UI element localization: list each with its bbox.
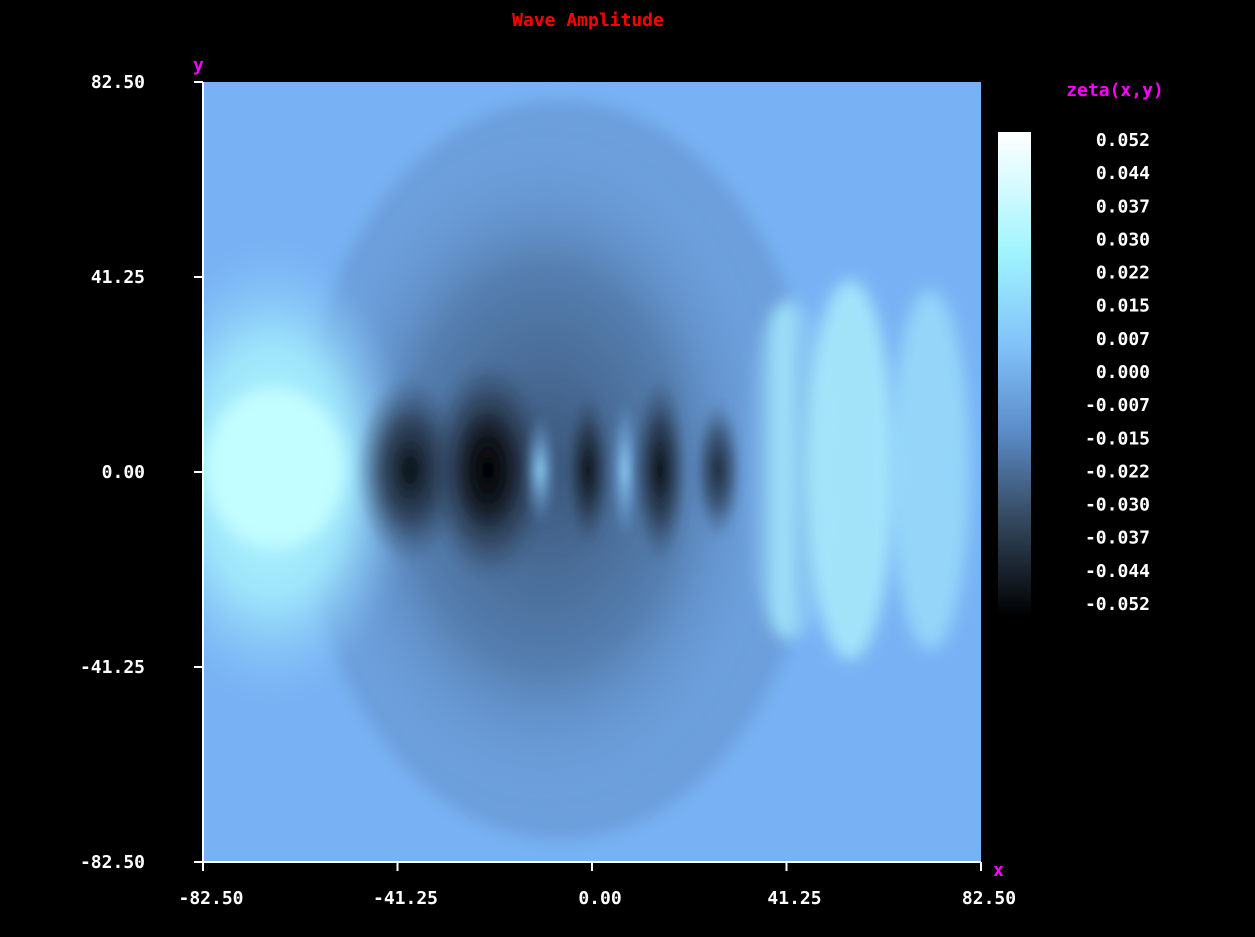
colorbar xyxy=(998,132,1031,616)
y-axis-ticks: 82.50 41.25 0.00 -41.25 -82.50 xyxy=(80,72,203,873)
y-tick-label: 82.50 xyxy=(91,72,145,93)
x-tick-label: 41.25 xyxy=(767,888,821,909)
heatmap-core xyxy=(428,360,548,580)
heatmap-light-ridge-2 xyxy=(611,400,639,540)
heatmap-right-lobe-2 xyxy=(805,280,895,660)
colorbar-tick-label: 0.022 xyxy=(1096,263,1150,284)
colorbar-tick-label: -0.030 xyxy=(1085,495,1150,516)
colorbar-tick-label: -0.037 xyxy=(1085,528,1150,549)
heatmap-dark-blob-3 xyxy=(632,375,688,565)
colorbar-tick-label: 0.007 xyxy=(1096,329,1150,350)
y-axis-label: y xyxy=(193,55,204,76)
x-tick-label: 0.00 xyxy=(578,888,621,909)
colorbar-tick-label: 0.000 xyxy=(1096,362,1150,383)
colorbar-tick-label: -0.022 xyxy=(1085,461,1150,482)
x-tick-label: 82.50 xyxy=(962,888,1016,909)
colorbar-tick-label: -0.007 xyxy=(1085,395,1150,416)
colorbar-tick-label: 0.037 xyxy=(1096,196,1150,217)
y-tick-label: 41.25 xyxy=(91,267,145,288)
colorbar-tick-label: 0.044 xyxy=(1096,163,1150,184)
heatmap-left-core xyxy=(205,388,345,548)
y-tick-label: -82.50 xyxy=(80,852,145,873)
colorbar-tick-label: 0.052 xyxy=(1096,130,1150,151)
heatmap-dark-blob-2 xyxy=(564,390,612,550)
heatmap-dark-blob-4 xyxy=(694,400,742,540)
colorbar-tick-label: 0.030 xyxy=(1096,229,1150,250)
chart-title: Wave Amplitude xyxy=(512,10,664,31)
colorbar-label: zeta(x,y) xyxy=(1066,80,1164,101)
heatmap-field xyxy=(203,82,981,862)
y-tick-label: 0.00 xyxy=(102,462,145,483)
x-tick-label: -82.50 xyxy=(178,888,243,909)
colorbar-ticks: 0.052 0.044 0.037 0.030 0.022 0.015 0.007 0.000… xyxy=(1085,130,1150,615)
colorbar-tick-label: -0.044 xyxy=(1085,561,1150,582)
heatmap-light-ridge-1 xyxy=(524,415,556,525)
colorbar-tick-label: -0.015 xyxy=(1085,428,1150,449)
colorbar-tick-label: 0.015 xyxy=(1096,296,1150,317)
heatmap-right-lobe-3 xyxy=(890,290,970,650)
x-tick-label: -41.25 xyxy=(373,888,438,909)
x-axis-label: x xyxy=(993,860,1004,881)
colorbar-tick-label: -0.052 xyxy=(1085,594,1150,615)
x-axis-ticks: -82.50 -41.25 0.00 41.25 82.50 xyxy=(178,862,1016,909)
y-tick-label: -41.25 xyxy=(80,657,145,678)
